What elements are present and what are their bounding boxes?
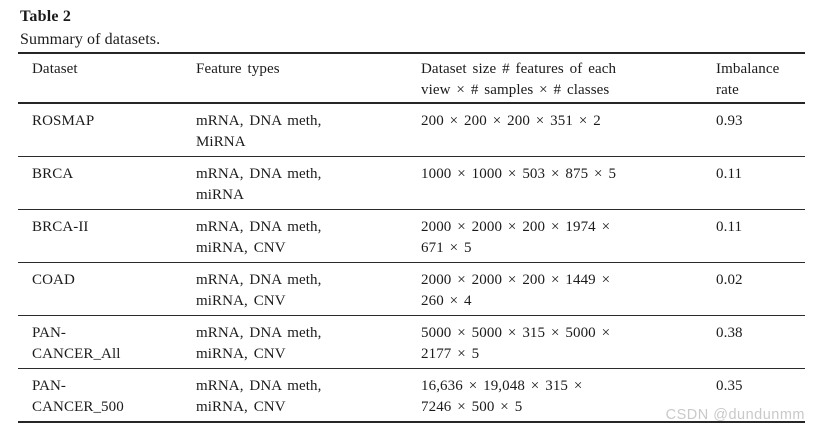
cell-imbalance-rate: 0.93 bbox=[716, 102, 805, 157]
cell-imbalance-rate: 0.35 bbox=[716, 368, 805, 422]
cell-feature-types: mRNA, DNA meth, miRNA bbox=[196, 156, 421, 210]
cell-feature-types: mRNA, DNA meth, miRNA, CNV bbox=[196, 315, 421, 369]
cell-imbalance-rate: 0.38 bbox=[716, 315, 805, 369]
cell-feature-types: mRNA, DNA meth, miRNA, CNV bbox=[196, 262, 421, 316]
csdn-watermark: CSDN @dundunmm bbox=[665, 407, 805, 423]
cell-dataset-size: 2000 × 2000 × 200 × 1974 × 671 × 5 bbox=[421, 209, 716, 263]
cell-dataset: BRCA-II bbox=[18, 209, 196, 263]
cell-feature-types: mRNA, DNA meth, miRNA, CNV bbox=[196, 368, 421, 422]
header-row: Dataset Feature types Dataset size # fea… bbox=[18, 53, 805, 104]
cell-dataset: PAN- CANCER_All bbox=[18, 315, 196, 369]
table-row-pancancer-500: PAN- CANCER_500 mRNA, DNA meth, miRNA, C… bbox=[18, 368, 805, 422]
cell-dataset-size: 16,636 × 19,048 × 315 × 7246 × 500 × 5 bbox=[421, 368, 716, 422]
col-header-dataset-size: Dataset size # features of each view × #… bbox=[421, 53, 716, 104]
table-row-brca: BRCA mRNA, DNA meth, miRNA 1000 × 1000 ×… bbox=[18, 156, 805, 210]
table-title: Table 2 bbox=[20, 8, 72, 25]
cell-dataset: PAN- CANCER_500 bbox=[18, 368, 196, 422]
datasets-table: Dataset Feature types Dataset size # fea… bbox=[18, 52, 805, 423]
cell-dataset: ROSMAP bbox=[18, 102, 196, 157]
table-caption-block: Table 2 Summary of datasets. bbox=[0, 0, 826, 52]
table-caption: Summary of datasets. bbox=[20, 31, 161, 48]
cell-imbalance-rate: 0.11 bbox=[716, 156, 805, 210]
cell-dataset-size: 2000 × 2000 × 200 × 1449 × 260 × 4 bbox=[421, 262, 716, 316]
cell-dataset: COAD bbox=[18, 262, 196, 316]
cell-dataset-size: 1000 × 1000 × 503 × 875 × 5 bbox=[421, 156, 716, 210]
table-row-pancancer-all: PAN- CANCER_All mRNA, DNA meth, miRNA, C… bbox=[18, 315, 805, 369]
cell-dataset-size: 200 × 200 × 200 × 351 × 2 bbox=[421, 102, 716, 157]
cell-feature-types: mRNA, DNA meth, MiRNA bbox=[196, 102, 421, 157]
table-row-coad: COAD mRNA, DNA meth, miRNA, CNV 2000 × 2… bbox=[18, 262, 805, 316]
table-row-brca-ii: BRCA-II mRNA, DNA meth, miRNA, CNV 2000 … bbox=[18, 209, 805, 263]
cell-dataset: BRCA bbox=[18, 156, 196, 210]
cell-imbalance-rate: 0.02 bbox=[716, 262, 805, 316]
cell-imbalance-rate: 0.11 bbox=[716, 209, 805, 263]
cell-feature-types: mRNA, DNA meth, miRNA, CNV bbox=[196, 209, 421, 263]
col-header-imbalance-rate: Imbalance rate bbox=[716, 53, 805, 104]
col-header-feature-types: Feature types bbox=[196, 53, 421, 104]
table-row-rosmap: ROSMAP mRNA, DNA meth, MiRNA 200 × 200 ×… bbox=[18, 102, 805, 157]
cell-dataset-size: 5000 × 5000 × 315 × 5000 × 2177 × 5 bbox=[421, 315, 716, 369]
col-header-dataset: Dataset bbox=[18, 53, 196, 104]
